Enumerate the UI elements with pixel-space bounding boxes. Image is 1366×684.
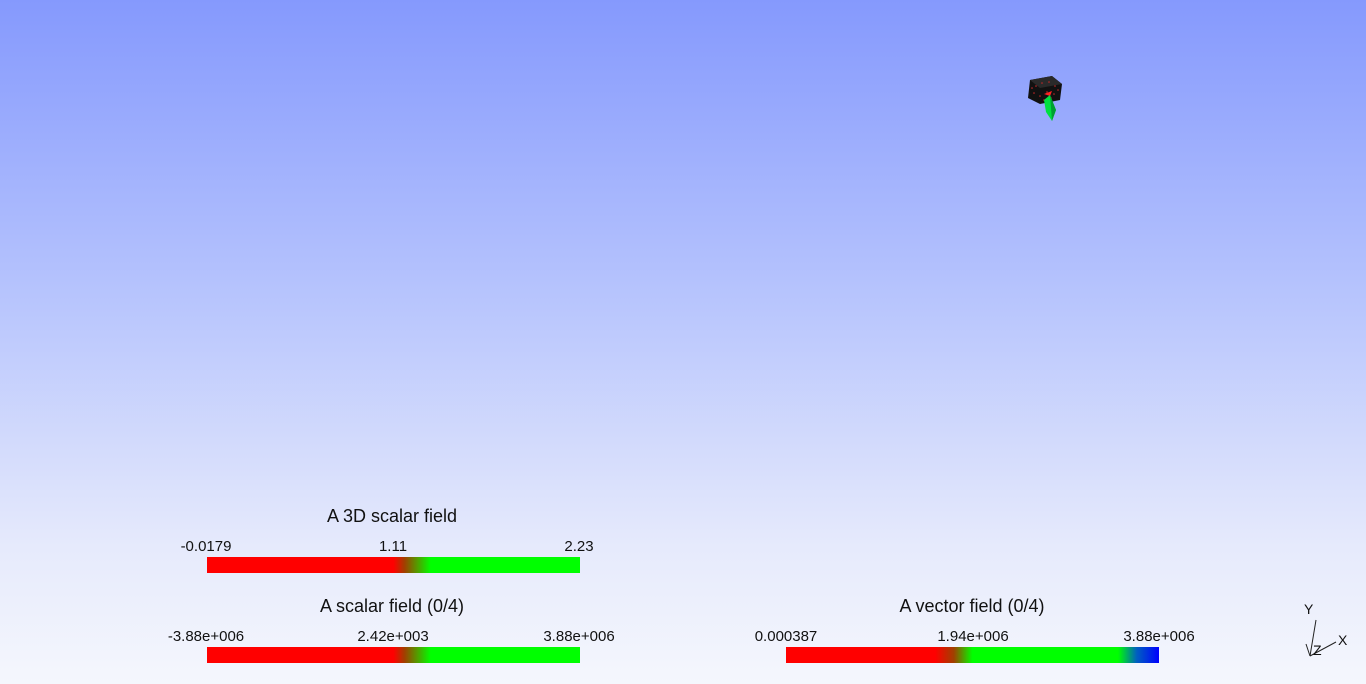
legend-title: A scalar field (0/4)	[319, 596, 465, 616]
legend-tick-mid: 2.42e+003	[357, 628, 429, 645]
color-bar	[207, 557, 580, 573]
scalar-bar-scalar-field: A scalar field (0/4) -3.88e+006 2.42e+00…	[162, 595, 622, 667]
scalar-bar-3d-scalar-field: A 3D scalar field -0.0179 1.11 2.23	[162, 505, 622, 577]
legend-tick-min: -3.88e+006	[167, 628, 245, 645]
scalar-bar-vector-field: A vector field (0/4) 0.000387 1.94e+006 …	[742, 595, 1202, 667]
legend-tick-mid: 1.11	[378, 538, 408, 555]
color-bar	[786, 647, 1159, 663]
legend-tick-min: 0.000387	[754, 628, 818, 645]
legend-tick-mid: 1.94e+006	[937, 628, 1009, 645]
legend-title: A 3D scalar field	[326, 506, 458, 526]
axis-y-label: Y	[1304, 601, 1314, 617]
legend-tick-max: 3.88e+006	[1123, 628, 1195, 645]
legend-tick-min: -0.0179	[180, 538, 232, 555]
axis-z-label: Z	[1313, 642, 1322, 658]
legend-tick-max: 3.88e+006	[543, 628, 615, 645]
axis-x-label: X	[1338, 632, 1348, 648]
3d-mesh-icon[interactable]	[1022, 74, 1068, 126]
axes-lines	[1305, 619, 1337, 657]
legend-title: A vector field (0/4)	[899, 596, 1045, 616]
legend-tick-max: 2.23	[564, 538, 594, 555]
color-bar	[207, 647, 580, 663]
orientation-axes-icon[interactable]: Y X Z	[1298, 600, 1354, 664]
